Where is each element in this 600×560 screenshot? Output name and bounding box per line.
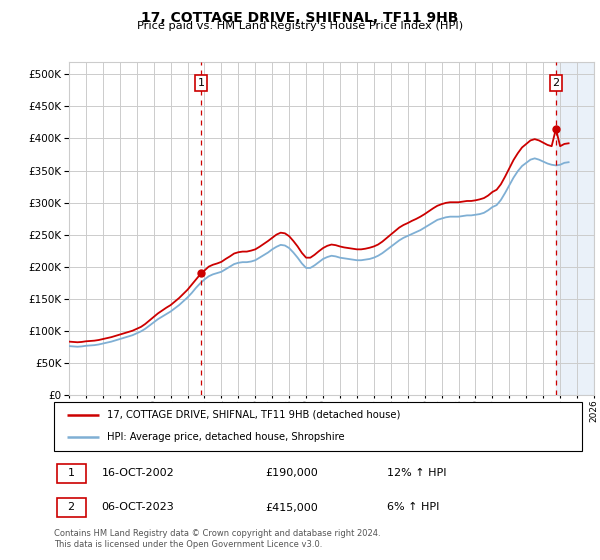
- FancyBboxPatch shape: [54, 402, 582, 451]
- Text: HPI: Average price, detached house, Shropshire: HPI: Average price, detached house, Shro…: [107, 432, 344, 442]
- Text: 2: 2: [553, 78, 560, 88]
- Text: 16-OCT-2002: 16-OCT-2002: [101, 468, 174, 478]
- Text: 17, COTTAGE DRIVE, SHIFNAL, TF11 9HB (detached house): 17, COTTAGE DRIVE, SHIFNAL, TF11 9HB (de…: [107, 410, 400, 420]
- Text: 1: 1: [197, 78, 205, 88]
- Text: £415,000: £415,000: [265, 502, 318, 512]
- Text: £190,000: £190,000: [265, 468, 318, 478]
- Text: 17, COTTAGE DRIVE, SHIFNAL, TF11 9HB: 17, COTTAGE DRIVE, SHIFNAL, TF11 9HB: [142, 11, 458, 25]
- Text: Price paid vs. HM Land Registry's House Price Index (HPI): Price paid vs. HM Land Registry's House …: [137, 21, 463, 31]
- Point: [196, 269, 206, 278]
- Text: 12% ↑ HPI: 12% ↑ HPI: [386, 468, 446, 478]
- FancyBboxPatch shape: [56, 498, 86, 517]
- FancyBboxPatch shape: [56, 464, 86, 483]
- Text: 06-OCT-2023: 06-OCT-2023: [101, 502, 174, 512]
- Text: 2: 2: [68, 502, 75, 512]
- Text: 1: 1: [68, 468, 74, 478]
- Text: 6% ↑ HPI: 6% ↑ HPI: [386, 502, 439, 512]
- Text: Contains HM Land Registry data © Crown copyright and database right 2024.
This d: Contains HM Land Registry data © Crown c…: [54, 529, 380, 549]
- Point: [551, 124, 561, 133]
